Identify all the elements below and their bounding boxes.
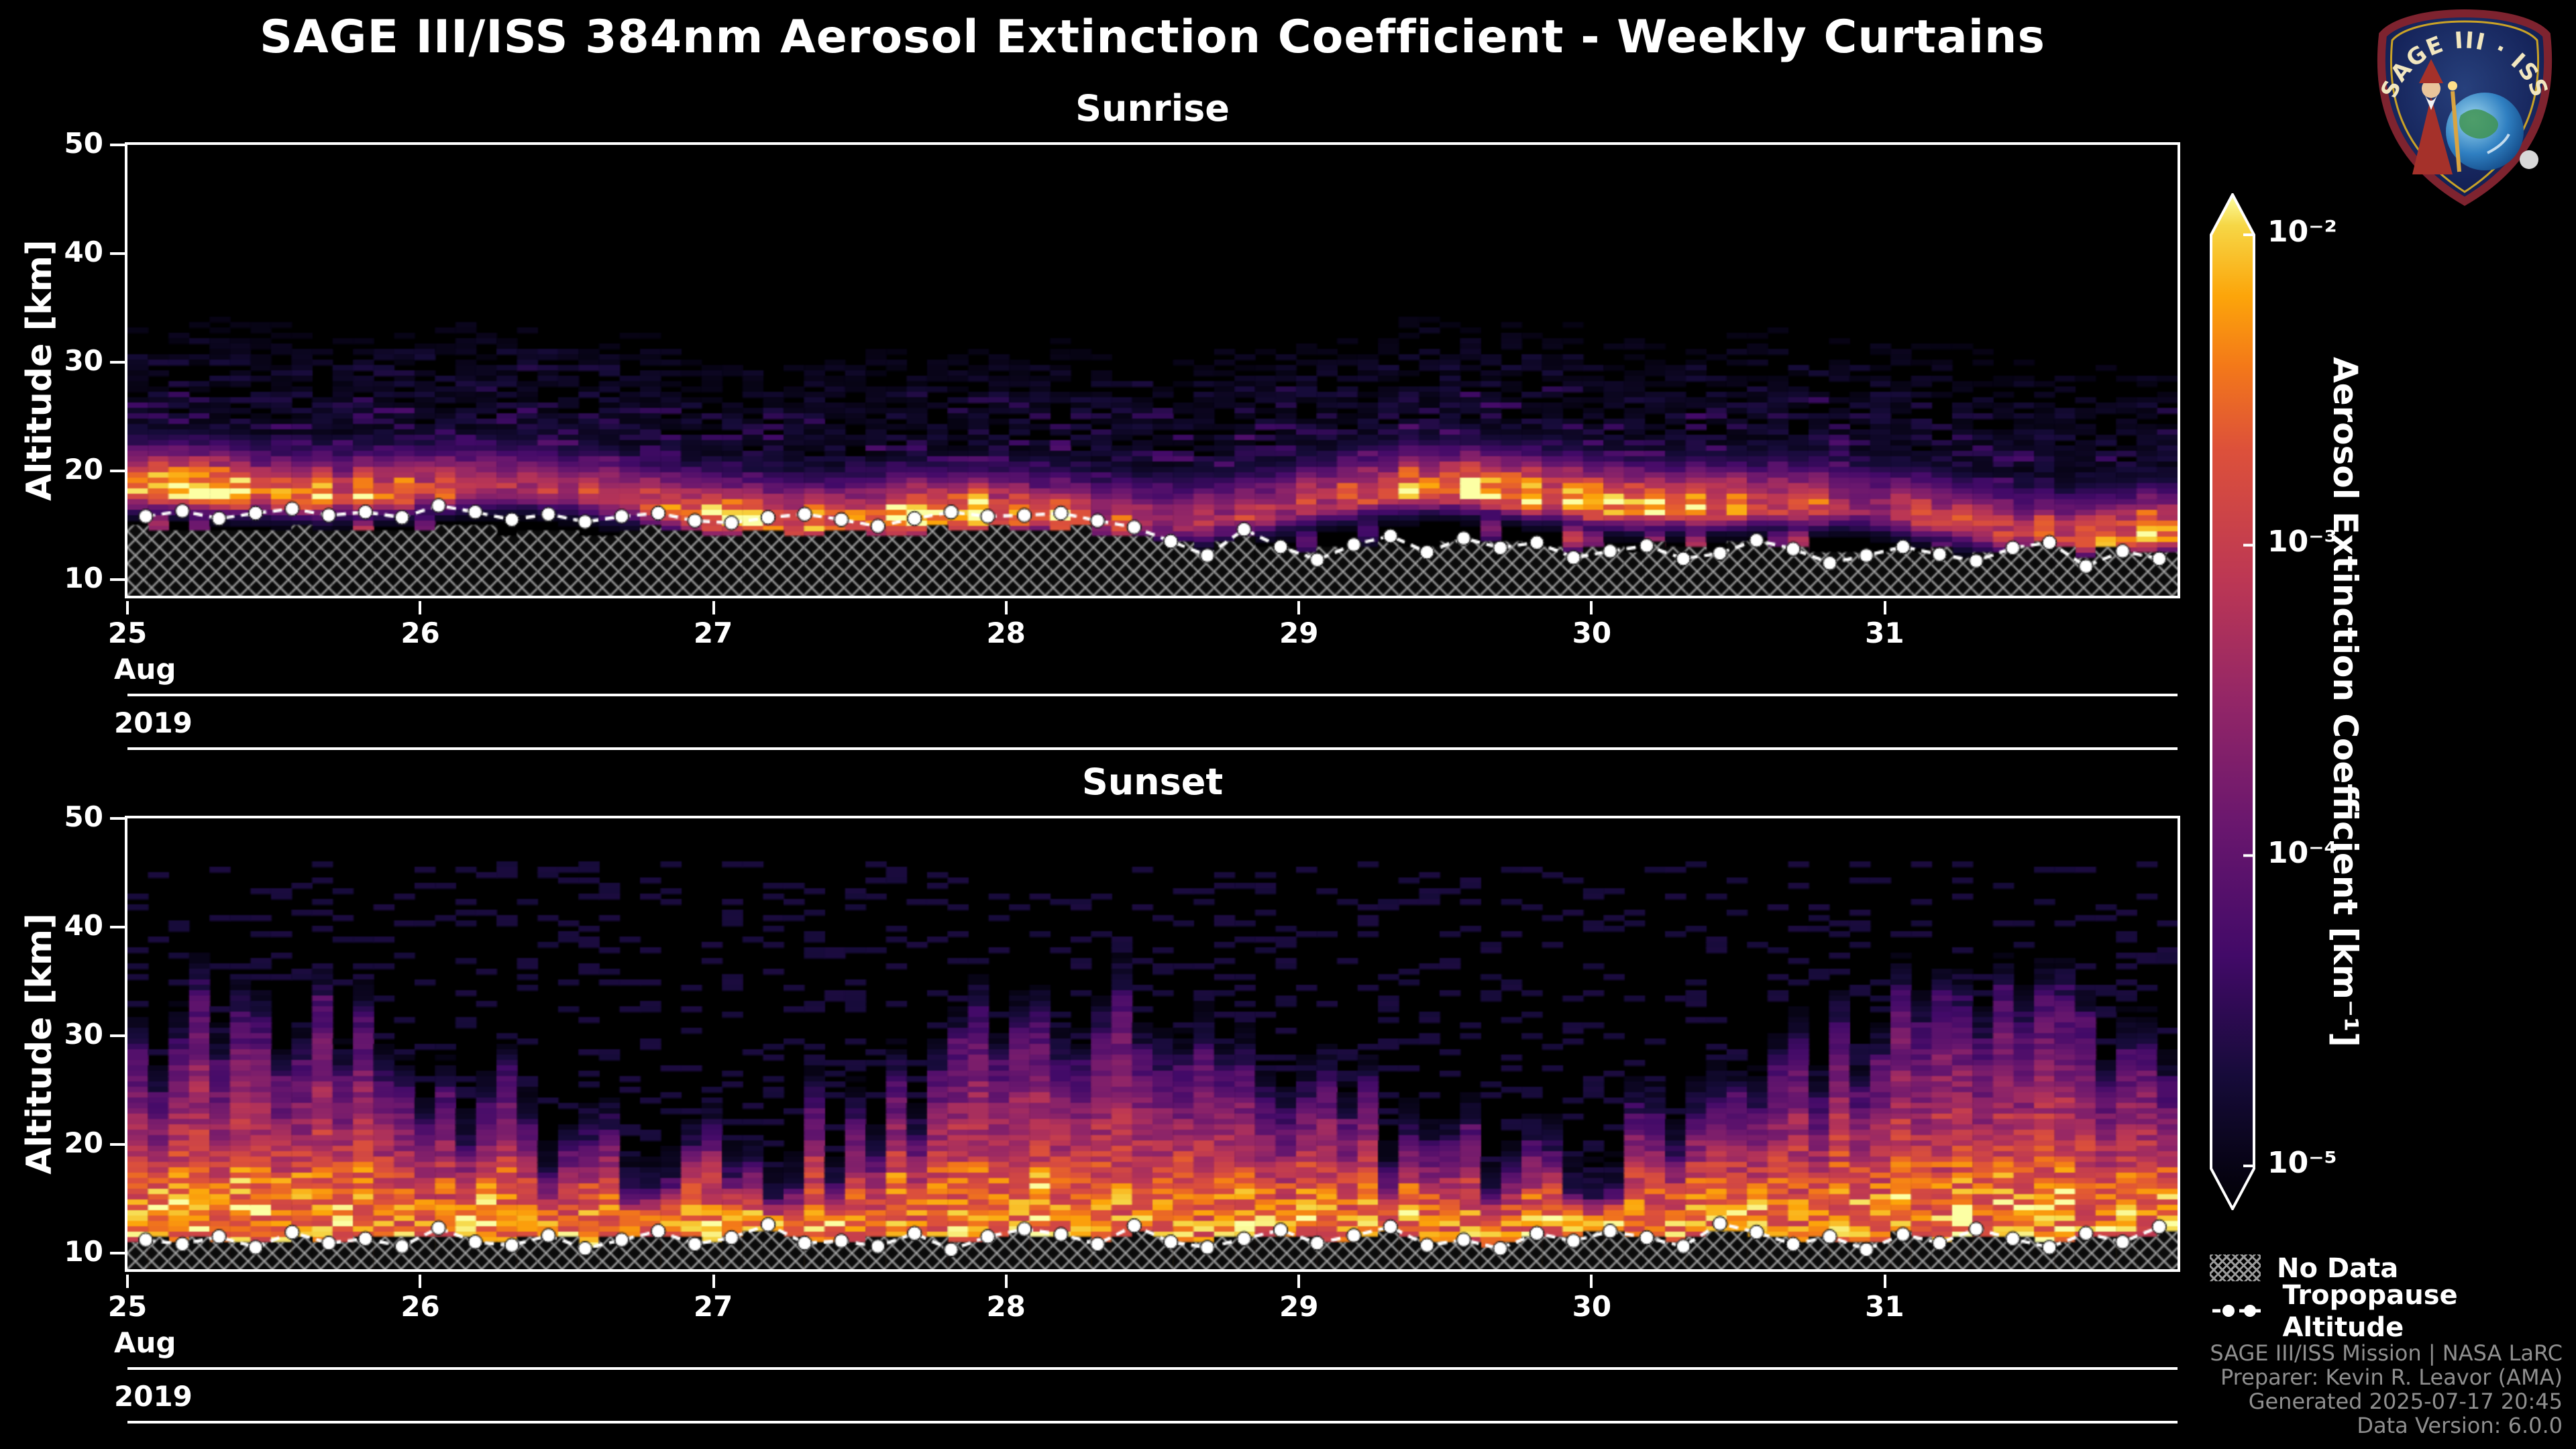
logo-earth-cloud bbox=[2487, 133, 2510, 154]
sunset-heatmap bbox=[127, 818, 2178, 1269]
credits: SAGE III/ISS Mission | NASA LaRC Prepare… bbox=[2210, 1340, 2563, 1438]
x-tick-label: 26 bbox=[400, 1291, 440, 1323]
colorbar-tick-label: 10⁻² bbox=[2267, 216, 2337, 250]
colorbar-label-wrap: Aerosol Extinction Coefficient [km⁻¹] bbox=[2302, 193, 2388, 1210]
logo-wizard-beard bbox=[2424, 94, 2438, 110]
x-tick-label: 27 bbox=[693, 1291, 733, 1323]
x-tick-label: 31 bbox=[1865, 617, 1904, 649]
logo-moon bbox=[2520, 150, 2538, 169]
x-tick-mark bbox=[1004, 1275, 1008, 1288]
x-tick-label: 30 bbox=[1572, 617, 1612, 649]
legend-tropopause: Tropopause Altitude bbox=[2210, 1279, 2576, 1343]
x-tick-label: 29 bbox=[1279, 1291, 1319, 1323]
x-tick-label: 31 bbox=[1865, 1291, 1904, 1323]
y-tick-label: 40 bbox=[64, 909, 103, 942]
colorbar-tick-label: 10⁻⁴ bbox=[2267, 837, 2337, 871]
y-tick-mark bbox=[110, 144, 125, 146]
x-tick-label: 28 bbox=[986, 1291, 1026, 1323]
x-tick-mark bbox=[1590, 601, 1593, 614]
figure-title: SAGE III/ISS 384nm Aerosol Extinction Co… bbox=[260, 11, 2045, 64]
colorbar-tick-label: 10⁻⁵ bbox=[2267, 1147, 2337, 1181]
x-tick-mark bbox=[1590, 1275, 1593, 1288]
y-tick-label: 30 bbox=[64, 1018, 103, 1051]
x-tick-mark bbox=[419, 1275, 422, 1288]
y-tick-label: 30 bbox=[64, 344, 103, 377]
x-tick-mark bbox=[419, 601, 422, 614]
x-tick-mark bbox=[1004, 601, 1008, 614]
y-tick-label: 10 bbox=[64, 561, 103, 594]
x-tick-mark bbox=[126, 1275, 129, 1288]
y-tick-mark bbox=[110, 360, 125, 364]
x-tick-label: 29 bbox=[1279, 617, 1319, 649]
tropopause-line-icon bbox=[2212, 1305, 2266, 1317]
logo-staff-star bbox=[2448, 81, 2457, 91]
sage-iss-logo: SAGE III · ISS bbox=[2375, 9, 2553, 206]
credit-data-version: Data Version: 6.0.0 bbox=[2357, 1413, 2563, 1438]
sunset-month-axis-line bbox=[127, 1367, 2178, 1370]
sunrise-year-axis-line bbox=[127, 747, 2178, 750]
y-tick-mark bbox=[110, 817, 125, 820]
sunrise-month-axis-line bbox=[127, 694, 2178, 696]
sunset-plot-area bbox=[125, 816, 2180, 1272]
y-tick-mark bbox=[110, 1251, 125, 1254]
y-tick-label: 50 bbox=[64, 801, 103, 833]
x-tick-mark bbox=[1883, 601, 1886, 614]
x-tick-label: 26 bbox=[400, 617, 440, 649]
colorbar-tick-label: 10⁻³ bbox=[2267, 526, 2337, 560]
x-tick-label: 30 bbox=[1572, 1291, 1612, 1323]
colorbar bbox=[2210, 193, 2255, 1210]
credit-preparer: Preparer: Kevin R. Leavor (AMA) bbox=[2220, 1364, 2563, 1390]
sunrise-year-label: 2019 bbox=[114, 707, 193, 739]
x-tick-label: 28 bbox=[986, 617, 1026, 649]
logo-earth-land bbox=[2459, 109, 2498, 139]
y-tick-label: 40 bbox=[64, 235, 103, 268]
legend-no-data-label: No Data bbox=[2277, 1252, 2399, 1284]
sunset-year-axis-line bbox=[127, 1421, 2178, 1424]
sunrise-plot-area bbox=[125, 142, 2180, 598]
credit-mission: SAGE III/ISS Mission | NASA LaRC bbox=[2210, 1340, 2563, 1366]
colorbar-label: Aerosol Extinction Coefficient [km⁻¹] bbox=[2326, 356, 2365, 1047]
y-tick-label: 50 bbox=[64, 127, 103, 160]
legend-tropopause-label: Tropopause Altitude bbox=[2282, 1279, 2458, 1343]
logo-wizard-head bbox=[2422, 79, 2440, 98]
sunset-year-label: 2019 bbox=[114, 1381, 193, 1413]
logo-wizard-staff bbox=[2451, 91, 2461, 172]
colorbar-bar bbox=[2210, 193, 2255, 1210]
y-tick-mark bbox=[110, 252, 125, 255]
y-tick-mark bbox=[110, 925, 125, 928]
sunset-panel-title: Sunset bbox=[1081, 762, 1224, 804]
x-tick-mark bbox=[712, 1275, 715, 1288]
logo-inner-ring bbox=[2390, 20, 2540, 193]
sunrise-panel-title: Sunrise bbox=[1075, 89, 1230, 130]
sunrise-month-label: Aug bbox=[114, 653, 176, 686]
x-tick-mark bbox=[1883, 1275, 1886, 1288]
x-tick-label: 27 bbox=[693, 617, 733, 649]
logo-wizard-robe bbox=[2412, 97, 2453, 174]
y-tick-label: 20 bbox=[64, 1126, 103, 1159]
x-tick-mark bbox=[126, 601, 129, 614]
no-data-hatch-icon bbox=[2210, 1254, 2261, 1281]
y-tick-mark bbox=[110, 578, 125, 581]
y-tick-label: 20 bbox=[64, 453, 103, 486]
y-tick-label: 10 bbox=[64, 1235, 103, 1268]
x-tick-mark bbox=[712, 601, 715, 614]
y-tick-mark bbox=[110, 469, 125, 472]
legend-no-data: No Data bbox=[2210, 1250, 2398, 1285]
y-tick-mark bbox=[110, 1142, 125, 1146]
x-tick-mark bbox=[1297, 601, 1301, 614]
x-tick-label: 25 bbox=[107, 617, 148, 649]
x-tick-label: 25 bbox=[107, 1291, 148, 1323]
sunset-month-label: Aug bbox=[114, 1327, 176, 1359]
y-tick-mark bbox=[110, 1034, 125, 1037]
logo-wizard-hat bbox=[2419, 59, 2443, 83]
x-tick-mark bbox=[1297, 1275, 1301, 1288]
credit-generated: Generated 2025-07-17 20:45 bbox=[2248, 1389, 2563, 1414]
sunrise-heatmap bbox=[127, 145, 2178, 596]
